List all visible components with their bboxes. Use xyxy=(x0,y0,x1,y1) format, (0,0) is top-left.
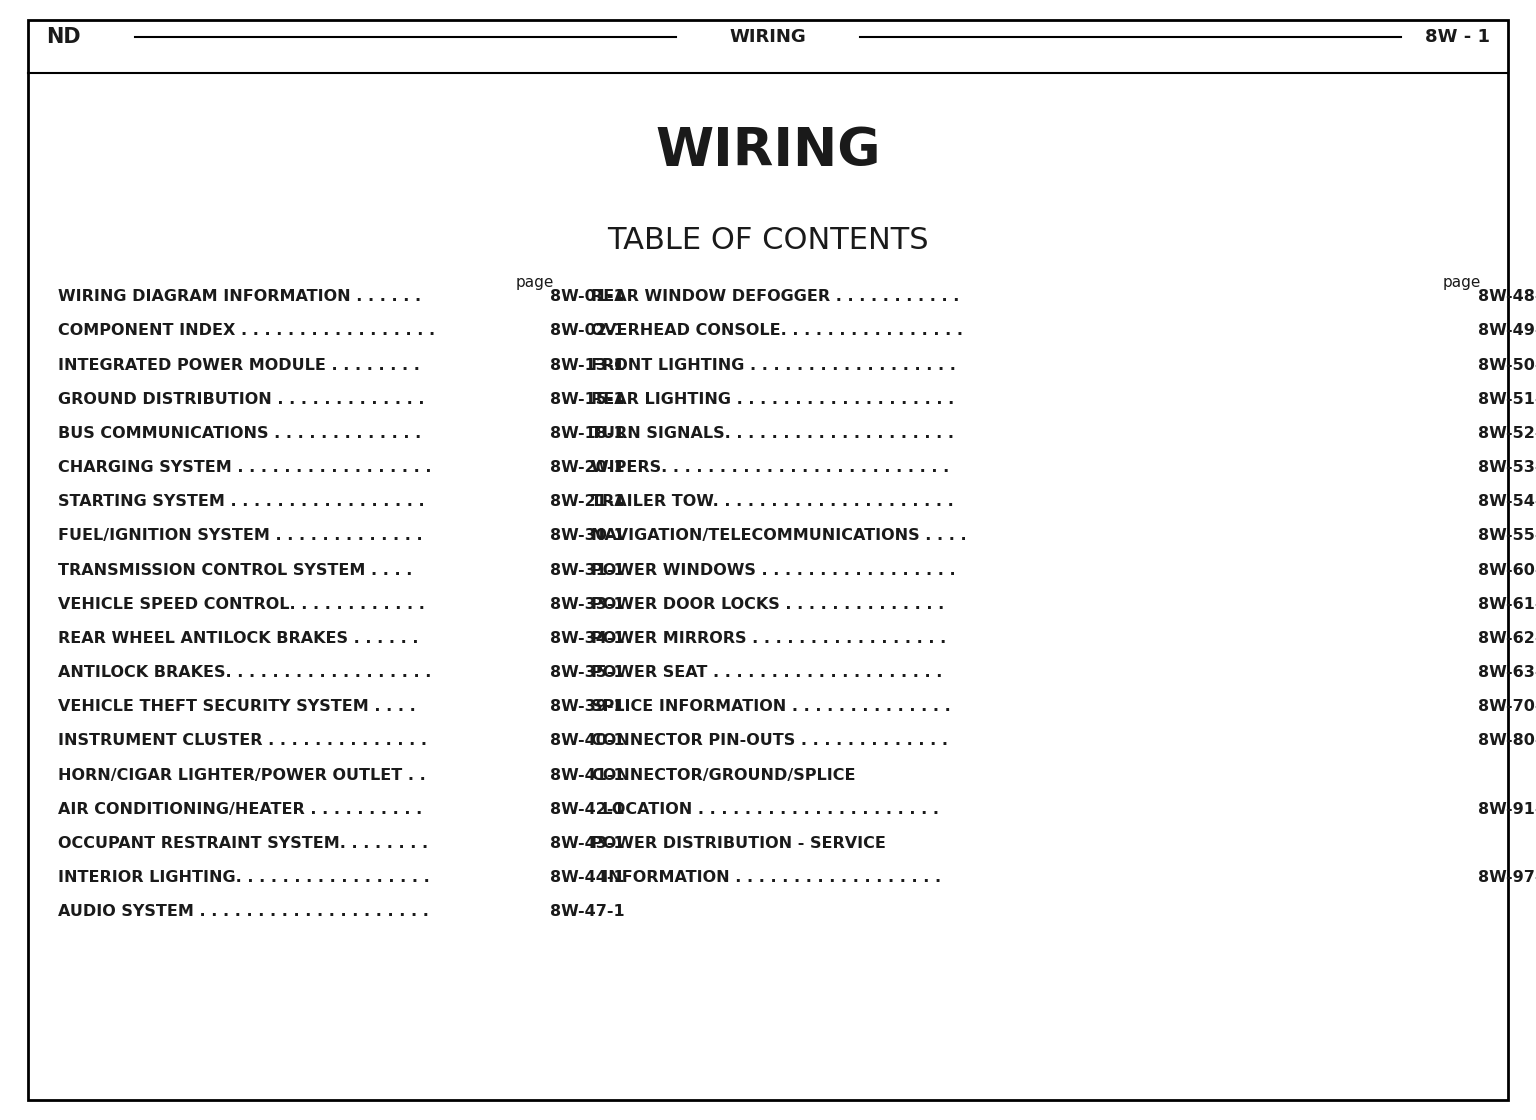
Text: 8W-53-1: 8W-53-1 xyxy=(1478,460,1536,475)
Text: REAR WHEEL ANTILOCK BRAKES . . . . . .: REAR WHEEL ANTILOCK BRAKES . . . . . . xyxy=(58,631,419,646)
Text: 8W-34-1: 8W-34-1 xyxy=(550,631,625,646)
Text: TRANSMISSION CONTROL SYSTEM . . . .: TRANSMISSION CONTROL SYSTEM . . . . xyxy=(58,562,413,578)
Text: POWER WINDOWS . . . . . . . . . . . . . . . . .: POWER WINDOWS . . . . . . . . . . . . . … xyxy=(591,562,955,578)
Text: POWER MIRRORS . . . . . . . . . . . . . . . . .: POWER MIRRORS . . . . . . . . . . . . . … xyxy=(591,631,946,646)
Text: 8W-55-1: 8W-55-1 xyxy=(1478,529,1536,543)
Text: 8W-62-1: 8W-62-1 xyxy=(1478,631,1536,646)
Text: INSTRUMENT CLUSTER . . . . . . . . . . . . . .: INSTRUMENT CLUSTER . . . . . . . . . . .… xyxy=(58,734,427,748)
Text: INFORMATION . . . . . . . . . . . . . . . . . .: INFORMATION . . . . . . . . . . . . . . … xyxy=(591,870,942,885)
Text: 8W-60-1: 8W-60-1 xyxy=(1478,562,1536,578)
Text: 8W-40-1: 8W-40-1 xyxy=(550,734,625,748)
Text: HORN/CIGAR LIGHTER/POWER OUTLET . .: HORN/CIGAR LIGHTER/POWER OUTLET . . xyxy=(58,767,425,783)
Text: TRAILER TOW. . . . . . . . . . . . . . . . . . . . .: TRAILER TOW. . . . . . . . . . . . . . .… xyxy=(591,494,954,510)
Text: REAR LIGHTING . . . . . . . . . . . . . . . . . . .: REAR LIGHTING . . . . . . . . . . . . . … xyxy=(591,392,954,407)
Text: 8W-43-1: 8W-43-1 xyxy=(550,836,625,851)
Text: 8W-70-1: 8W-70-1 xyxy=(1478,699,1536,715)
Text: page: page xyxy=(1444,274,1481,290)
Text: 8W-35-1: 8W-35-1 xyxy=(550,665,625,680)
Text: WIRING DIAGRAM INFORMATION . . . . . .: WIRING DIAGRAM INFORMATION . . . . . . xyxy=(58,289,421,305)
Text: ANTILOCK BRAKES. . . . . . . . . . . . . . . . . .: ANTILOCK BRAKES. . . . . . . . . . . . .… xyxy=(58,665,432,680)
Text: POWER DOOR LOCKS . . . . . . . . . . . . . .: POWER DOOR LOCKS . . . . . . . . . . . .… xyxy=(591,597,945,612)
Text: OVERHEAD CONSOLE. . . . . . . . . . . . . . . .: OVERHEAD CONSOLE. . . . . . . . . . . . … xyxy=(591,324,963,338)
Text: 8W-97-1: 8W-97-1 xyxy=(1478,870,1536,885)
Text: 8W-48-1: 8W-48-1 xyxy=(1478,289,1536,305)
Text: STARTING SYSTEM . . . . . . . . . . . . . . . . .: STARTING SYSTEM . . . . . . . . . . . . … xyxy=(58,494,425,510)
Text: POWER SEAT . . . . . . . . . . . . . . . . . . . .: POWER SEAT . . . . . . . . . . . . . . .… xyxy=(591,665,943,680)
Text: 8W-30-1: 8W-30-1 xyxy=(550,529,625,543)
Text: CHARGING SYSTEM . . . . . . . . . . . . . . . . .: CHARGING SYSTEM . . . . . . . . . . . . … xyxy=(58,460,432,475)
Text: 8W-52-1: 8W-52-1 xyxy=(1478,426,1536,441)
Text: FUEL/IGNITION SYSTEM . . . . . . . . . . . . .: FUEL/IGNITION SYSTEM . . . . . . . . . .… xyxy=(58,529,422,543)
Text: BUS COMMUNICATIONS . . . . . . . . . . . . .: BUS COMMUNICATIONS . . . . . . . . . . .… xyxy=(58,426,421,441)
Text: 8W-50-1: 8W-50-1 xyxy=(1478,357,1536,373)
Text: 8W-02-1: 8W-02-1 xyxy=(550,324,625,338)
Text: 8W-91-1: 8W-91-1 xyxy=(1478,802,1536,816)
Text: 8W-47-1: 8W-47-1 xyxy=(550,904,625,920)
Text: TABLE OF CONTENTS: TABLE OF CONTENTS xyxy=(607,226,929,255)
Text: WIPERS. . . . . . . . . . . . . . . . . . . . . . . . .: WIPERS. . . . . . . . . . . . . . . . . … xyxy=(591,460,949,475)
Text: 8W-42-1: 8W-42-1 xyxy=(550,802,625,816)
Text: 8W-33-1: 8W-33-1 xyxy=(550,597,625,612)
Text: 8W-15-1: 8W-15-1 xyxy=(550,392,625,407)
Text: WIRING: WIRING xyxy=(730,28,806,46)
Text: FRONT LIGHTING . . . . . . . . . . . . . . . . . .: FRONT LIGHTING . . . . . . . . . . . . .… xyxy=(591,357,957,373)
Text: 8W-49-1: 8W-49-1 xyxy=(1478,324,1536,338)
Text: VEHICLE THEFT SECURITY SYSTEM . . . .: VEHICLE THEFT SECURITY SYSTEM . . . . xyxy=(58,699,416,715)
Text: 8W-41-1: 8W-41-1 xyxy=(550,767,625,783)
Text: OCCUPANT RESTRAINT SYSTEM. . . . . . . .: OCCUPANT RESTRAINT SYSTEM. . . . . . . . xyxy=(58,836,429,851)
Text: 8W-20-1: 8W-20-1 xyxy=(550,460,625,475)
Text: WIRING: WIRING xyxy=(656,125,880,177)
Text: CONNECTOR/GROUND/SPLICE: CONNECTOR/GROUND/SPLICE xyxy=(591,767,856,783)
Text: 8W-51-1: 8W-51-1 xyxy=(1478,392,1536,407)
Text: NAVIGATION/TELECOMMUNICATIONS . . . .: NAVIGATION/TELECOMMUNICATIONS . . . . xyxy=(591,529,968,543)
Text: REAR WINDOW DEFOGGER . . . . . . . . . . .: REAR WINDOW DEFOGGER . . . . . . . . . .… xyxy=(591,289,960,305)
Text: 8W-18-1: 8W-18-1 xyxy=(550,426,625,441)
Text: ND: ND xyxy=(46,27,81,47)
Text: 8W-31-1: 8W-31-1 xyxy=(550,562,625,578)
Text: GROUND DISTRIBUTION . . . . . . . . . . . . .: GROUND DISTRIBUTION . . . . . . . . . . … xyxy=(58,392,425,407)
Text: COMPONENT INDEX . . . . . . . . . . . . . . . . .: COMPONENT INDEX . . . . . . . . . . . . … xyxy=(58,324,436,338)
Text: 8W-80-1: 8W-80-1 xyxy=(1478,734,1536,748)
Text: AIR CONDITIONING/HEATER . . . . . . . . . .: AIR CONDITIONING/HEATER . . . . . . . . … xyxy=(58,802,422,816)
Text: page: page xyxy=(516,274,553,290)
Text: VEHICLE SPEED CONTROL. . . . . . . . . . . .: VEHICLE SPEED CONTROL. . . . . . . . . .… xyxy=(58,597,425,612)
Text: 8W-01-1: 8W-01-1 xyxy=(550,289,625,305)
Text: LOCATION . . . . . . . . . . . . . . . . . . . . .: LOCATION . . . . . . . . . . . . . . . .… xyxy=(591,802,940,816)
Text: 8W-61-1: 8W-61-1 xyxy=(1478,597,1536,612)
Text: AUDIO SYSTEM . . . . . . . . . . . . . . . . . . . .: AUDIO SYSTEM . . . . . . . . . . . . . .… xyxy=(58,904,429,920)
Text: 8W-54-1: 8W-54-1 xyxy=(1478,494,1536,510)
Text: POWER DISTRIBUTION - SERVICE: POWER DISTRIBUTION - SERVICE xyxy=(591,836,886,851)
Text: SPLICE INFORMATION . . . . . . . . . . . . . .: SPLICE INFORMATION . . . . . . . . . . .… xyxy=(591,699,951,715)
Text: 8W-21-1: 8W-21-1 xyxy=(550,494,625,510)
Text: CONNECTOR PIN-OUTS . . . . . . . . . . . . .: CONNECTOR PIN-OUTS . . . . . . . . . . .… xyxy=(591,734,948,748)
Text: 8W-44-1: 8W-44-1 xyxy=(550,870,625,885)
Text: 8W - 1: 8W - 1 xyxy=(1425,28,1490,46)
Text: INTERIOR LIGHTING. . . . . . . . . . . . . . . . .: INTERIOR LIGHTING. . . . . . . . . . . .… xyxy=(58,870,430,885)
Text: 8W-13-1: 8W-13-1 xyxy=(550,357,625,373)
Text: 8W-63-1: 8W-63-1 xyxy=(1478,665,1536,680)
Text: 8W-39-1: 8W-39-1 xyxy=(550,699,625,715)
Text: INTEGRATED POWER MODULE . . . . . . . .: INTEGRATED POWER MODULE . . . . . . . . xyxy=(58,357,421,373)
Text: TURN SIGNALS. . . . . . . . . . . . . . . . . . . .: TURN SIGNALS. . . . . . . . . . . . . . … xyxy=(591,426,954,441)
